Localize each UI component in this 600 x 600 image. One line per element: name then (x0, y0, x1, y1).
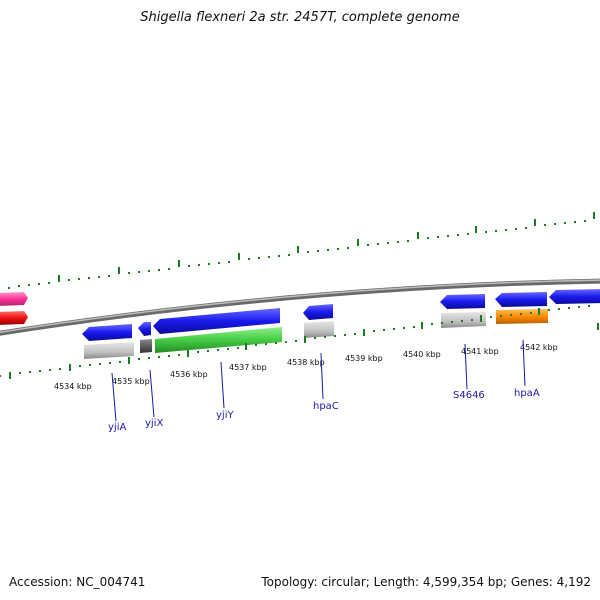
kbp-label: 4538 kbp (287, 358, 325, 367)
gene-yjiY-arrow[interactable] (153, 308, 280, 334)
gene-labels: yjiA yjiX yjiY hpaC S4646 hpaA (108, 388, 540, 433)
outer-tick-track (8, 212, 595, 289)
kbp-label: 4537 kbp (229, 363, 267, 372)
kbp-label: 4536 kbp (170, 370, 208, 379)
kbp-label: 4539 kbp (345, 354, 383, 363)
gene-yjiA-arrow[interactable] (82, 324, 132, 341)
gene-label-hpaC[interactable]: hpaC (313, 401, 339, 412)
gene-S4646-arrow[interactable] (440, 294, 485, 309)
kbp-label: 4541 kbp (461, 347, 499, 356)
inner-tick-track (0, 305, 599, 379)
kbp-label: 4540 kbp (403, 350, 441, 359)
genome-title: Shigella flexneri 2a str. 2457T, complet… (140, 10, 460, 25)
gene-label-hpaA[interactable]: hpaA (514, 388, 540, 399)
genome-summary: Topology: circular; Length: 4,599,354 bp… (261, 575, 591, 589)
feature-S4646-gray[interactable] (441, 312, 486, 328)
gene-next-arrow[interactable] (549, 289, 600, 304)
gene-hpaC-arrow[interactable] (303, 304, 333, 320)
kbp-scale-labels: 4534 kbp 4535 kbp 4536 kbp 4537 kbp 4538… (54, 343, 558, 391)
feature-hpaC-gray[interactable] (304, 321, 334, 338)
feature-hpaA-orange[interactable] (496, 309, 548, 324)
kbp-label: 4535 kbp (112, 377, 150, 386)
gene-label-yjiA[interactable]: yjiA (108, 422, 126, 433)
feature-yjiA-gray[interactable] (84, 342, 134, 359)
accession-label: Accession: NC_004741 (9, 575, 146, 589)
feature-annotation-row (84, 309, 548, 359)
gene-small-arrow[interactable] (138, 322, 151, 336)
forward-strand-genes (0, 289, 600, 341)
gene-label-S4646[interactable]: S4646 (453, 390, 485, 401)
feature-yjiX-dark[interactable] (140, 339, 152, 353)
gene-label-yjiX[interactable]: yjiX (145, 418, 163, 429)
feature-yjiY-green[interactable] (155, 327, 282, 353)
gene-label-yjiY[interactable]: yjiY (216, 410, 234, 421)
gene-red-arrow[interactable] (0, 311, 28, 325)
gene-hpaA-arrow[interactable] (495, 292, 547, 307)
kbp-label: 4542 kbp (520, 343, 558, 352)
gene-pink-arrow[interactable] (0, 292, 28, 306)
gene-label-leaders (111, 339, 526, 422)
kbp-label: 4534 kbp (54, 382, 92, 391)
genome-backbone (0, 278, 600, 336)
